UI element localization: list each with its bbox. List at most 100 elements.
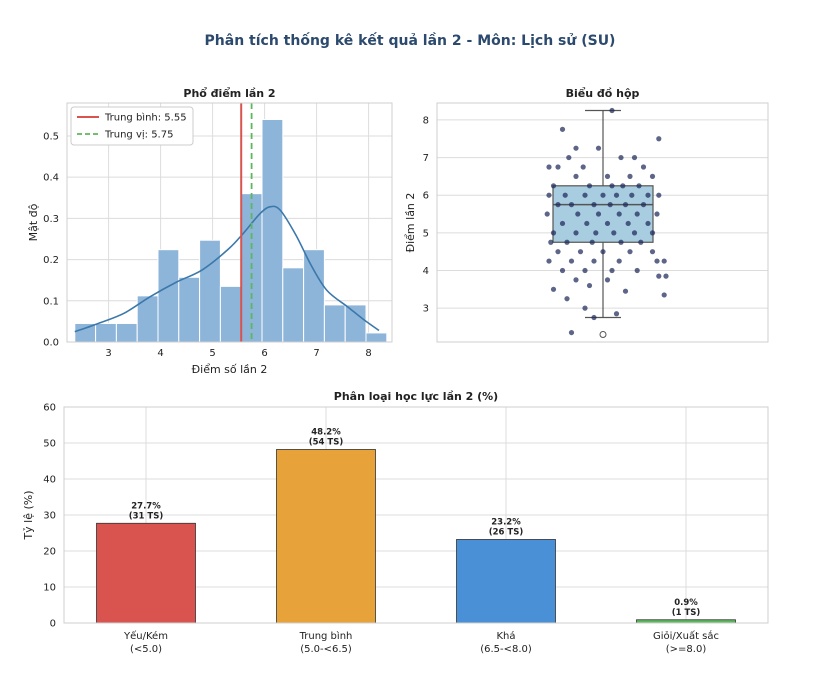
box-data-point xyxy=(584,220,590,227)
box-data-point xyxy=(586,282,593,289)
box-data-point xyxy=(591,202,597,208)
box-data-point xyxy=(582,192,588,198)
box-data-point xyxy=(580,164,586,170)
box-data-point xyxy=(661,258,667,264)
box-data-point xyxy=(600,192,606,198)
box-data-point xyxy=(609,183,615,189)
box-data-point xyxy=(613,192,620,198)
box-data-point xyxy=(654,258,660,264)
box-data-point xyxy=(622,288,629,294)
hist-xtick-label: 5 xyxy=(209,348,215,359)
hist-bar xyxy=(219,285,242,343)
box-data-point xyxy=(550,183,557,189)
bar-rect xyxy=(96,522,196,624)
bar-value-label: 48.2% xyxy=(311,427,341,437)
bar-category-range: (>=8.0) xyxy=(666,644,707,655)
hist-bar xyxy=(261,118,284,343)
box-data-point xyxy=(559,126,566,132)
box-data-point xyxy=(616,258,622,264)
box-data-point xyxy=(604,173,611,179)
box-data-point xyxy=(609,267,615,274)
box-data-point xyxy=(595,211,602,217)
hist-ytick-label: 0.5 xyxy=(43,131,59,142)
box-data-point xyxy=(607,202,613,208)
box-data-point xyxy=(577,249,584,255)
box-data-point xyxy=(573,277,579,283)
box-data-point xyxy=(627,249,633,255)
box-data-point xyxy=(564,239,570,245)
hist-bar xyxy=(115,322,138,343)
hist-xtick-label: 4 xyxy=(157,348,163,359)
bar-count-label: (54 TS) xyxy=(309,437,344,447)
box-data-point xyxy=(546,192,552,198)
bar-ytick-label: 50 xyxy=(43,439,56,450)
hist-frame xyxy=(66,102,393,343)
box-data-point xyxy=(573,173,579,179)
bar-ytick-label: 30 xyxy=(43,511,56,522)
box-data-point xyxy=(568,258,575,264)
bar-category-range: (5.0-<6.5) xyxy=(300,644,352,655)
box-data-point xyxy=(613,311,620,317)
box-ytick-label: 6 xyxy=(423,191,429,202)
hist-bar xyxy=(199,239,221,343)
bar-category-label: Yếu/Kém xyxy=(123,630,168,642)
hist-bar xyxy=(365,332,388,343)
hist-legend-mean-label: Trung bình: 5.55 xyxy=(104,112,187,124)
bar-count-label: (1 TS) xyxy=(672,608,701,618)
bar-category-range: (6.5-<8.0) xyxy=(480,644,532,655)
box-data-point xyxy=(568,329,575,336)
hist-ytick-label: 0.3 xyxy=(43,214,59,225)
hist-bar xyxy=(344,304,367,343)
hist-bar xyxy=(178,276,201,343)
box-data-point xyxy=(546,164,552,170)
box-data-point xyxy=(582,267,588,274)
box-title: Biểu đồ hộp xyxy=(566,87,640,100)
hist-bar xyxy=(303,249,325,343)
hist-bar xyxy=(282,267,305,343)
box-data-point xyxy=(604,220,611,227)
box-data-point xyxy=(582,305,588,311)
box-data-point xyxy=(618,239,624,245)
hist-xlabel: Điểm số lần 2 xyxy=(192,363,268,376)
box-data-point xyxy=(640,164,647,170)
box-ytick-label: 4 xyxy=(423,266,429,277)
bar-category-label: Khá xyxy=(496,630,515,642)
bar-ylabel: Tỷ lệ (%) xyxy=(22,490,35,540)
box-data-point xyxy=(550,230,557,236)
box-data-point xyxy=(638,239,644,245)
hist-legend-median-label: Trung vị: 5.75 xyxy=(104,130,173,141)
box-data-point xyxy=(550,286,557,292)
box-data-point xyxy=(611,230,617,236)
box-ytick-label: 3 xyxy=(423,304,429,315)
box-ylabel: Điểm lần 2 xyxy=(404,193,417,253)
hist-legend-box xyxy=(70,106,194,146)
box-data-point xyxy=(564,296,570,302)
bar-value-label: 23.2% xyxy=(491,517,521,527)
hist-ytick-label: 0.2 xyxy=(43,255,59,266)
bar-category-range: (<5.0) xyxy=(130,644,162,655)
box-data-point xyxy=(559,220,566,227)
bar-count-label: (26 TS) xyxy=(489,527,524,537)
box-data-point xyxy=(634,211,640,217)
box-data-point xyxy=(622,202,629,208)
box-data-point xyxy=(661,292,667,298)
bar-category-label: Giỏi/Xuất sắc xyxy=(653,629,719,642)
box-data-point xyxy=(589,239,595,245)
box-data-point xyxy=(625,220,631,227)
hist-ylabel: Mật độ xyxy=(27,203,40,241)
box-data-point xyxy=(634,267,640,274)
box-data-point xyxy=(573,230,579,236)
hist-bar xyxy=(323,304,346,343)
box-data-point xyxy=(593,230,599,236)
box-outlier xyxy=(599,330,607,338)
box-data-point xyxy=(656,273,662,279)
box-data-point xyxy=(649,173,656,179)
hist-ytick-label: 0.1 xyxy=(43,296,59,307)
hist-title: Phổ điểm lần 2 xyxy=(183,87,275,100)
hist-xtick-label: 6 xyxy=(261,348,267,359)
histogram-chart: Phổ điểm lần 2 0.0 0.1 0.2 0.3 0.4 0.5 3 4 5 6 7 8 Tr… xyxy=(27,87,393,376)
box-data-point xyxy=(555,164,561,170)
box-data-point xyxy=(559,267,566,274)
hist-xtick-label: 7 xyxy=(313,348,319,359)
